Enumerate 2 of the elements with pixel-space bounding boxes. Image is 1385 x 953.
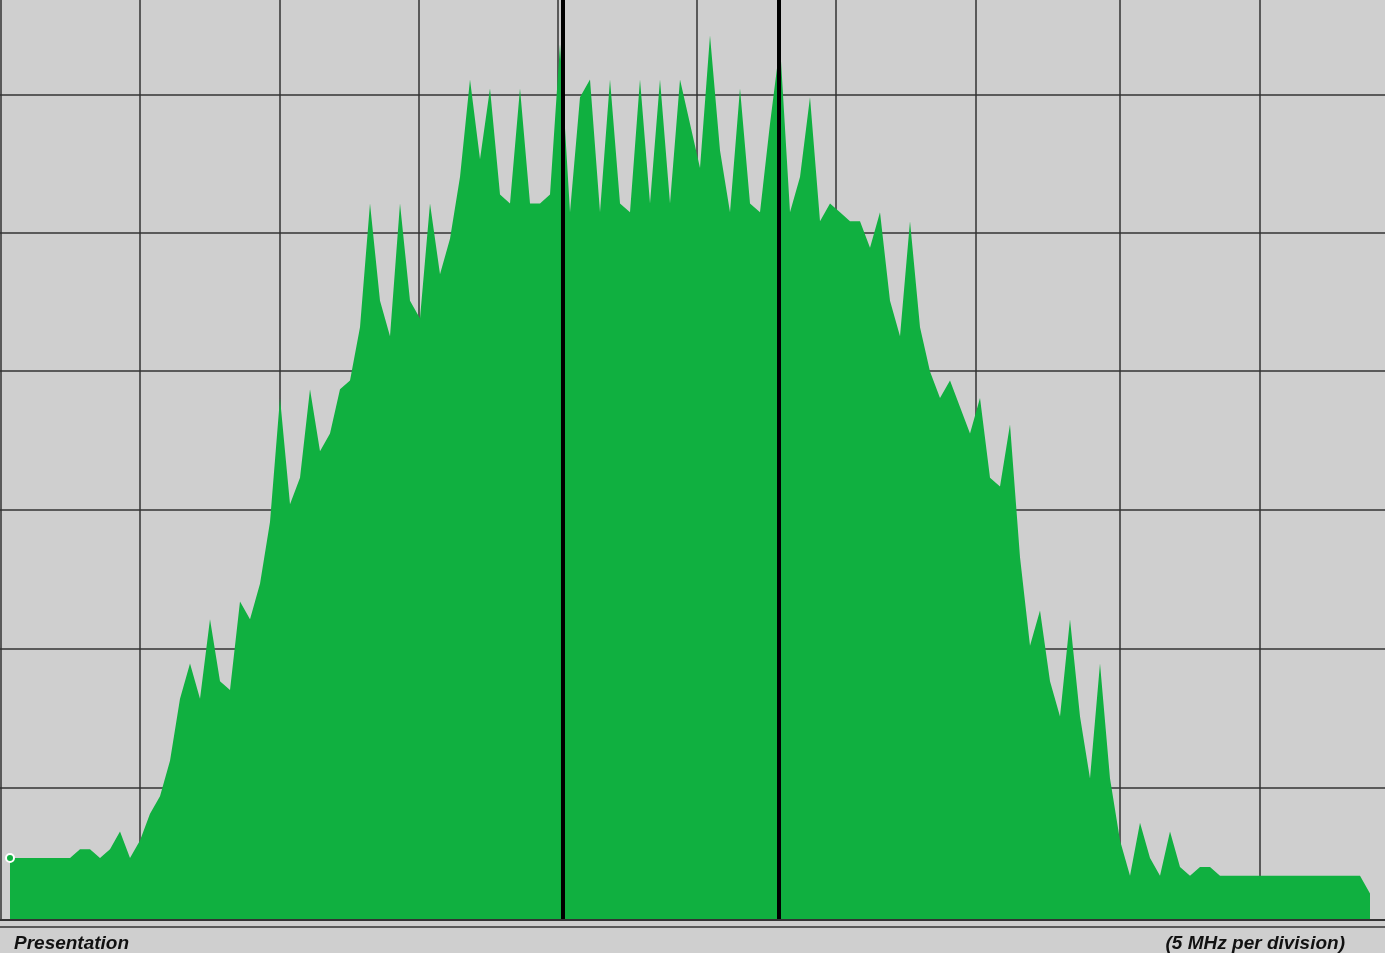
text: (5 MHz per division) <box>1165 932 1345 953</box>
text: Presentation <box>14 932 130 953</box>
